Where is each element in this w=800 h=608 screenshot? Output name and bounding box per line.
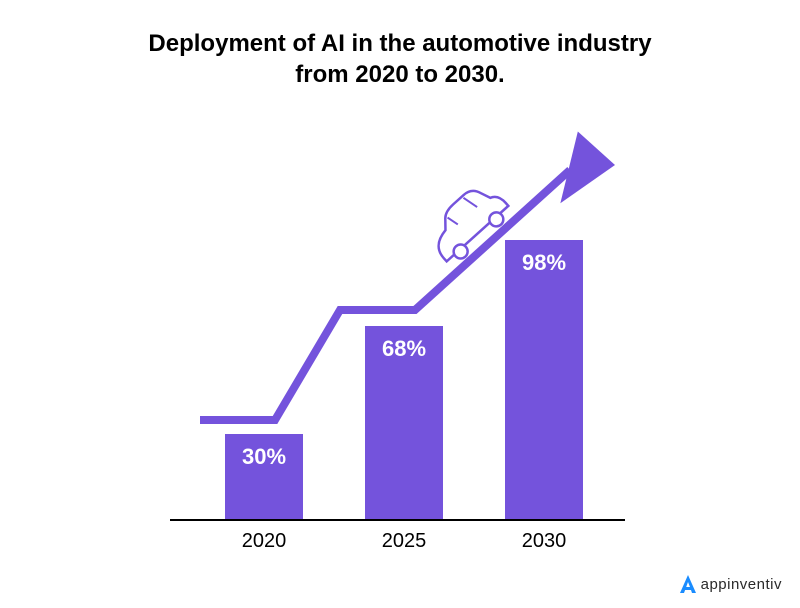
x-category-2025: 2025 — [365, 530, 443, 553]
title-line-2: from 2020 to 2030. — [0, 59, 800, 90]
bar-value-label: 98% — [522, 250, 566, 276]
car-icon — [421, 178, 514, 268]
chart-container: Deployment of AI in the automotive indus… — [0, 0, 800, 608]
bar-value-label: 68% — [382, 336, 426, 362]
logo-text: appinventiv — [701, 576, 782, 593]
x-axis-line — [170, 519, 625, 521]
bar-2020: 30% — [225, 434, 303, 520]
bar-2025: 68% — [365, 326, 443, 520]
bar-value-label: 30% — [242, 444, 286, 470]
logo-mark-icon — [679, 574, 697, 594]
arrow-head-icon — [534, 131, 615, 213]
brand-logo: appinventiv — [679, 574, 782, 594]
chart-title: Deployment of AI in the automotive indus… — [0, 28, 800, 90]
bar-2030: 98% — [505, 240, 583, 520]
title-line-1: Deployment of AI in the automotive indus… — [0, 28, 800, 59]
chart-area: 30% 68% 98% 2020 2025 2030 — [170, 160, 630, 520]
x-category-2030: 2030 — [505, 530, 583, 553]
x-category-2020: 2020 — [225, 530, 303, 553]
